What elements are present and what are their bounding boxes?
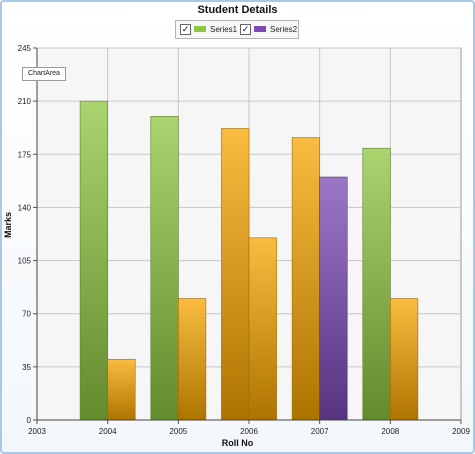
y-tick-label: 0 xyxy=(27,416,32,425)
y-tick-label: 105 xyxy=(18,257,32,266)
legend: ✓ Series1 ✓ Series2 xyxy=(175,20,299,39)
bar-2008-right xyxy=(390,298,419,421)
x-tick-label: 2009 xyxy=(452,427,470,436)
bar-2004-left xyxy=(79,100,108,421)
bar-2005-right xyxy=(178,298,207,421)
bar-2007-right xyxy=(319,176,348,421)
x-axis-label: Roll No xyxy=(221,438,254,448)
x-tick-label: 2007 xyxy=(311,427,329,436)
legend-swatch-series2 xyxy=(254,26,266,32)
bar-2005-left xyxy=(150,116,179,421)
bar-2006-left xyxy=(221,128,250,421)
y-tick-label: 140 xyxy=(18,203,32,212)
y-tick-label: 210 xyxy=(18,97,32,106)
y-tick-label: 175 xyxy=(18,150,32,159)
bar-2007-left xyxy=(291,137,320,421)
legend-checkbox-series2[interactable]: ✓ xyxy=(240,24,251,35)
x-tick-label: 2008 xyxy=(381,427,399,436)
y-tick-label: 70 xyxy=(22,310,31,319)
y-tick-label: 245 xyxy=(18,44,32,53)
y-tick-label: 35 xyxy=(22,363,31,372)
legend-label-series2: Series2 xyxy=(270,25,298,34)
legend-label-series1: Series1 xyxy=(210,25,238,34)
bar-2004-right xyxy=(107,358,136,421)
bar-2006-right xyxy=(248,237,277,421)
x-tick-label: 2005 xyxy=(169,427,187,436)
chart-title: Student Details xyxy=(197,4,278,16)
bar-2008-left xyxy=(362,147,391,421)
legend-swatch-series1 xyxy=(194,26,206,32)
chart-area-tag: ChartArea xyxy=(22,67,66,81)
legend-checkbox-series1[interactable]: ✓ xyxy=(180,24,191,35)
x-tick-label: 2003 xyxy=(28,427,46,436)
x-tick-label: 2006 xyxy=(240,427,258,436)
x-tick-label: 2004 xyxy=(99,427,117,436)
y-axis-label: Marks xyxy=(3,212,13,239)
